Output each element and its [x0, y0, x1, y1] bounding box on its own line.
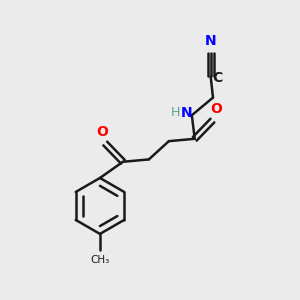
Text: N: N [181, 106, 192, 120]
Text: O: O [96, 125, 108, 139]
Text: C: C [212, 70, 222, 85]
Text: N: N [205, 34, 217, 47]
Text: CH₃: CH₃ [90, 255, 110, 265]
Text: H: H [171, 106, 180, 119]
Text: O: O [210, 102, 222, 116]
